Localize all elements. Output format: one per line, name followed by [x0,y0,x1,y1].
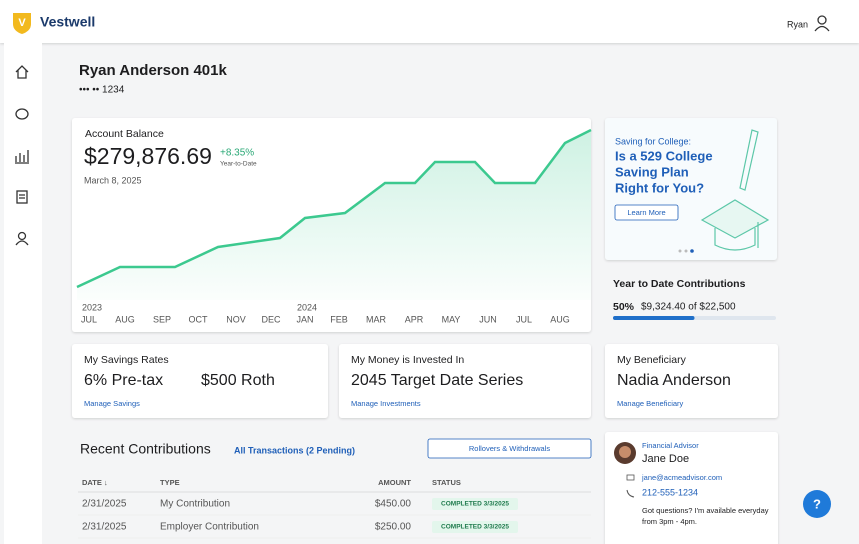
table-cell: $450.00 [375,499,412,510]
sidebar [4,43,42,544]
help-button[interactable] [803,490,831,518]
info-card [339,344,591,418]
account-title: Ryan Anderson 401k [79,62,227,79]
info-card [605,344,778,418]
x-tick-label: AUG [550,314,570,324]
advisor-email[interactable]: jane@acmeadvisor.com [641,473,722,482]
balance-change: +8.35% [220,148,254,159]
balance-date: March 8, 2025 [84,175,142,185]
carousel-dot[interactable] [690,249,694,253]
x-tick-label: AUG [115,314,135,324]
nav-home[interactable] [15,65,29,79]
rollovers-label: Rollovers & Withdrawals [469,444,551,453]
x-tick-label: OCT [189,314,209,324]
nav-performance[interactable] [15,150,29,164]
x-tick-label: JUL [81,314,97,324]
promo-headline: Is a 529 College [615,148,713,163]
x-tick-label: NOV [226,314,246,324]
advisor-name: Jane Doe [642,453,689,465]
card-link[interactable]: Manage Investments [351,399,421,408]
info-cards: My Savings Rates 6% Pre-tax $500 Roth Manag… [72,344,778,418]
promo-illustration [700,129,770,251]
contributions-table: DATE ↓ TYPE AMOUNT STATUS 2/31/2025 My Contri… [78,478,591,539]
card-value: Nadia Anderson [617,372,731,389]
nav-documents[interactable] [16,190,28,204]
advisor-note: Got questions? I'm available everyday [642,506,769,515]
carousel-dot[interactable] [684,249,688,253]
advisor-role: Financial Advisor [642,441,699,450]
x-tick-label: JAN [296,314,313,324]
x-tick-label: JUN [479,314,497,324]
x-tick-label: MAY [442,314,461,324]
promo-kicker: Saving for College: [615,136,691,146]
contributions-title: Recent Contributions [80,441,211,457]
rollovers-button[interactable] [427,438,592,459]
advisor-phone[interactable]: 212-555-1234 [642,487,698,497]
card-title: My Beneficiary [617,354,687,366]
advisor-note: from 3pm - 4pm. [642,517,697,526]
x-tick-label: MAR [366,314,387,324]
card-link[interactable]: Manage Beneficiary [617,399,684,408]
x-tick-label: APR [405,314,424,324]
balance-change-label: Year-to-Date [220,161,257,168]
account-number: ••• •• 1234 [79,85,125,96]
help-label: ? [813,496,821,511]
x-tick-label: JUL [516,314,532,324]
column-header[interactable]: DATE ↓ [82,478,108,487]
card-value: $500 Roth [201,372,275,389]
email-icon [626,474,635,481]
logo-mark: V [18,17,26,29]
user-icon[interactable] [814,15,830,32]
info-card [72,344,328,418]
table-cell: $250.00 [375,522,412,533]
status-badge [432,521,518,533]
status-label: COMPLETED 3/3/2025 [441,501,509,508]
card-value: 2045 Target Date Series [351,372,523,389]
balance-line [76,128,592,289]
x-tick-label: SEP [153,314,171,324]
year-label: 2023 [82,302,102,312]
card-title: My Money is Invested In [351,354,464,366]
column-header: STATUS [432,478,461,487]
ytd-title: Year to Date Contributions [613,278,746,290]
ytd-detail: $9,324.40 of $22,500 [641,302,736,313]
ytd-percent: 50% [613,301,635,313]
promo-headline: Saving Plan [615,164,689,179]
x-tick-label: DEC [261,314,281,324]
phone-icon [626,489,635,498]
balance-label: Account Balance [85,128,164,140]
card-value: 6% Pre-tax [84,372,163,389]
advisor-face [619,446,631,458]
year-label: 2024 [297,302,317,312]
x-axis-labels: JUL AUG SEP OCT NOV DEC JAN FEB MAR APR MAY JUN JUL A… [81,314,570,324]
table-cell: 2/31/2025 [82,499,127,510]
learn-more-label: Learn More [627,208,665,217]
advisor-card [605,432,778,544]
ytd-progress [613,316,695,320]
x-tick-label: FEB [330,314,348,324]
table-cell: 2/31/2025 [82,522,127,533]
learn-more-button[interactable] [614,204,679,221]
column-header: TYPE [160,478,180,487]
top-bar [0,0,859,43]
status-label: COMPLETED 3/3/2025 [441,524,509,531]
user-name[interactable]: Ryan [787,19,808,29]
all-transactions-link[interactable]: All Transactions (2 Pending) [234,445,355,455]
nav-savings[interactable] [15,108,29,120]
table-cell: My Contribution [160,499,230,510]
balance-amount: $279,876.69 [84,143,212,169]
column-header: AMOUNT [378,478,411,487]
status-badge [432,498,518,510]
logo[interactable] [13,13,31,34]
card-title: My Savings Rates [84,354,169,366]
promo-headline: Right for You? [615,180,704,195]
brand[interactable]: Vestwell [40,14,95,30]
carousel-dot[interactable] [678,249,682,253]
card-link[interactable]: Manage Savings [84,399,140,408]
table-cell: Employer Contribution [160,522,259,533]
nav-profile[interactable] [15,231,29,246]
